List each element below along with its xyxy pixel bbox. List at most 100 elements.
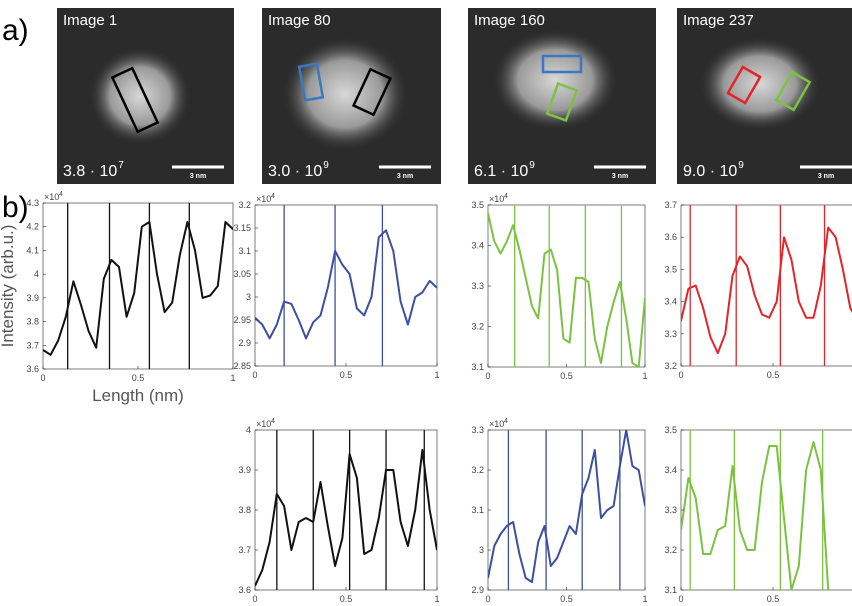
image-title: Image 237 [683,12,754,29]
y-multiplier-exponent: 4 [504,418,508,425]
region-box [541,54,583,74]
x-tick-label: 0.5 [340,594,353,604]
line-chart: 2.85 2.9 2.95 3 3.05 3.1 3.15 3.2 0 0.5 1 ×10 4 [233,193,439,380]
y-tick-label: 3.3 [664,505,677,515]
y-tick-label: 3.6 [26,364,39,374]
y-tick-label: 3.2 [664,545,677,555]
y-tick-label: 3.5 [664,264,677,274]
y-multiplier-exponent: 4 [271,193,275,200]
x-tick-label: 0 [485,594,490,604]
data-line [255,449,437,587]
x-tick-label: 0 [40,373,45,383]
panel-label: a) [2,14,29,47]
y-tick-label: 4.2 [26,222,39,232]
plot-area [487,429,646,591]
y-multiplier: ×10 [256,194,271,204]
image-title: Image 1 [63,12,117,29]
plot-area [680,204,852,367]
y-axis-label: Intensity (arb.u.) [0,225,17,348]
x-tick-label: 1 [434,370,439,380]
y-tick-label: 3.7 [238,545,251,555]
y-tick-label: 2.9 [471,585,484,595]
y-multiplier: ×10 [256,419,271,429]
image-title: Image 160 [474,12,545,29]
y-tick-label: 2.85 [233,361,251,371]
y-tick-label: 2.9 [238,338,251,348]
y-tick-label: 3.4 [664,297,677,307]
y-tick-label: 3.5 [664,425,677,435]
y-tick-label: 3.3 [664,329,677,339]
region-box [726,65,762,105]
x-tick-label: 1 [230,373,235,383]
line-chart: 3.1 3.2 3.3 3.4 3.5 0 0.5 1 ×10 4 [471,193,647,381]
y-tick-label: 3.7 [664,200,677,210]
dose-label: 3.0 · 10 [268,163,322,180]
particle [90,48,190,144]
x-tick-label: 0.5 [767,594,780,604]
x-tick-label: 0 [252,594,257,604]
region-box [110,66,160,134]
y-tick-label: 3.05 [233,269,251,279]
region-boxes [110,54,812,134]
y-tick-label: 3 [479,545,484,555]
data-line [681,226,852,355]
scale-label: 3 nm [612,173,628,180]
micrograph: Image 80 3.0 · 10 9 3 nm [262,8,441,184]
data-line [488,430,645,583]
plot-content [488,430,645,590]
x-tick-label: 0 [678,370,683,380]
x-tick-label: 0.5 [767,370,780,380]
y-tick-label: 3.8 [238,505,251,515]
dose-exponent: 9 [323,160,329,171]
y-tick-label: 3.4 [664,465,677,475]
region-box [774,70,812,112]
y-tick-label: 4.3 [26,198,39,208]
line-chart: 2.9 3 3.1 3.2 3.3 0 0.5 1 ×10 4 [471,418,647,604]
y-tick-label: 3.9 [238,465,251,475]
y-multiplier: ×10 [44,192,59,202]
y-tick-label: 4 [34,269,39,279]
particle [700,38,820,130]
x-axis-label: Length (nm) [92,386,184,405]
y-tick-label: 3.2 [664,361,677,371]
y-tick-label: 3.2 [471,465,484,475]
y-tick-label: 3.1 [471,362,484,372]
x-tick-label: 0.5 [560,371,573,381]
dose-label: 6.1 · 10 [474,163,528,180]
x-tick-label: 0.5 [560,594,573,604]
y-tick-label: 4.1 [26,245,39,255]
x-tick-label: 0.5 [340,370,353,380]
dose-exponent: 7 [118,160,124,171]
x-tick-label: 0 [678,594,683,604]
micrographs: Image 1 3.8 · 10 7 3 nm Image 80 3.0 · 10 9 3 n… [57,8,852,184]
y-multiplier-exponent: 4 [271,418,275,425]
y-tick-label: 3.4 [471,241,484,251]
image-title: Image 80 [268,12,331,29]
particle [283,38,407,150]
y-tick-label: 3.1 [471,505,484,515]
y-tick-label: 3.3 [471,281,484,291]
y-tick-label: 3.15 [233,223,251,233]
panel-label: b) [2,191,29,224]
line-chart: 3.63.73.83.944.14.24.30 0.5 1×10 4Intensity… [0,191,236,405]
y-tick-label: 3.8 [26,317,39,327]
x-tick-label: 1 [642,594,647,604]
micrograph: Image 237 9.0 · 10 9 3 nm [677,8,852,184]
plot-area [254,429,438,591]
y-tick-label: 4 [246,425,251,435]
micrograph: Image 160 6.1 · 10 9 3 nm [468,8,656,184]
data-line [488,212,645,367]
plot-content [255,430,437,590]
data-line [255,229,437,340]
y-multiplier-exponent: 4 [59,191,63,198]
scale-label: 3 nm [190,173,206,180]
x-tick-label: 1 [642,371,647,381]
region-box [545,81,579,123]
x-tick-label: 1 [434,594,439,604]
y-multiplier-exponent: 4 [504,193,508,200]
y-tick-label: 3.6 [238,585,251,595]
dose-label: 3.8 · 10 [63,163,117,180]
x-tick-label: 0.5 [132,373,145,383]
